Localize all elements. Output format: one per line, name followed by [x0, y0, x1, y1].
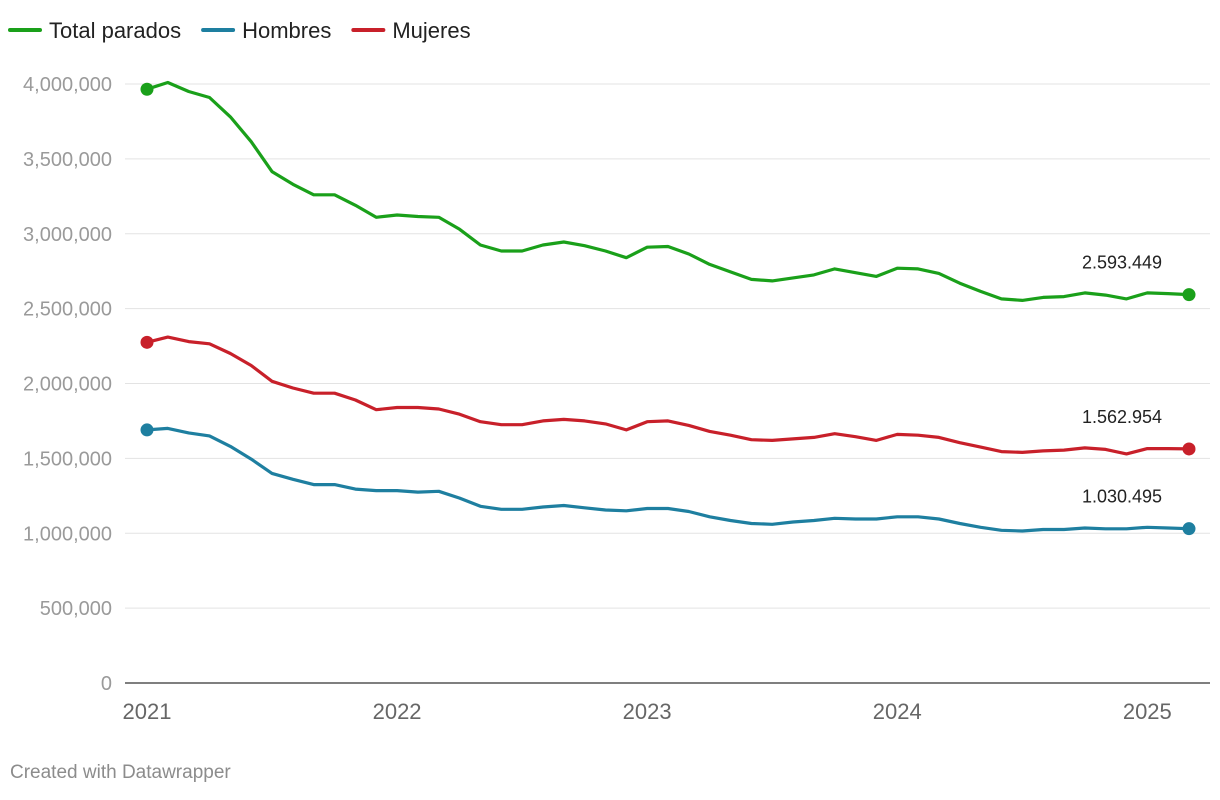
- start-point-mujeres: [140, 335, 154, 349]
- legend: Total parados Hombres Mujeres: [8, 18, 471, 43]
- legend-item-hombres: Hombres: [201, 18, 331, 43]
- start-point-hombres: [140, 423, 154, 437]
- end-point-hombres: [1182, 522, 1196, 536]
- series-line-hombres: [145, 426, 1191, 533]
- footer-credit: Created with Datawrapper: [10, 762, 231, 783]
- x-tick-label-2024: 2024: [873, 699, 922, 724]
- series-line-mujeres: [145, 335, 1191, 456]
- x-tick-label-2021: 2021: [123, 699, 172, 724]
- end-label-hombres: 1.030.495: [1082, 487, 1162, 507]
- gridlines: [125, 83, 1210, 684]
- end-point-mujeres: [1182, 442, 1196, 456]
- series-lines: [145, 80, 1191, 533]
- legend-label-mujeres: Mujeres: [392, 18, 470, 43]
- x-axis-ticks: 2021 2022 2023 2024 2025: [123, 699, 1172, 724]
- y-tick-label-6: 3,000,000: [23, 224, 112, 246]
- y-tick-label-7: 3,500,000: [23, 149, 112, 171]
- legend-item-mujeres: Mujeres: [351, 18, 471, 43]
- x-tick-label-2023: 2023: [623, 699, 672, 724]
- legend-label-hombres: Hombres: [242, 18, 331, 43]
- end-point-total-parados: [1182, 288, 1196, 302]
- y-tick-label-0: 0: [101, 673, 112, 695]
- y-tick-label-2: 1,000,000: [23, 523, 112, 545]
- y-tick-label-5: 2,500,000: [23, 299, 112, 321]
- y-tick-label-8: 4,000,000: [23, 74, 112, 96]
- series-endpoints: [140, 82, 1196, 536]
- end-label-mujeres: 1.562.954: [1082, 407, 1162, 427]
- end-value-labels: 2.593.449 1.030.495 1.562.954: [1082, 253, 1162, 507]
- y-tick-label-3: 1,500,000: [23, 448, 112, 470]
- y-tick-label-1: 500,000: [40, 598, 112, 620]
- y-axis-ticks: 0 500,000 1,000,000 1,500,000 2,000,000 2,500…: [23, 74, 112, 695]
- y-tick-label-4: 2,000,000: [23, 374, 112, 396]
- x-tick-label-2025: 2025: [1123, 699, 1172, 724]
- legend-item-total-parados: Total parados: [8, 18, 181, 43]
- end-label-total-parados: 2.593.449: [1082, 253, 1162, 273]
- legend-label-total-parados: Total parados: [49, 18, 181, 43]
- x-tick-label-2022: 2022: [373, 699, 422, 724]
- series-line-total-parados: [145, 80, 1191, 302]
- start-point-total-parados: [140, 82, 154, 96]
